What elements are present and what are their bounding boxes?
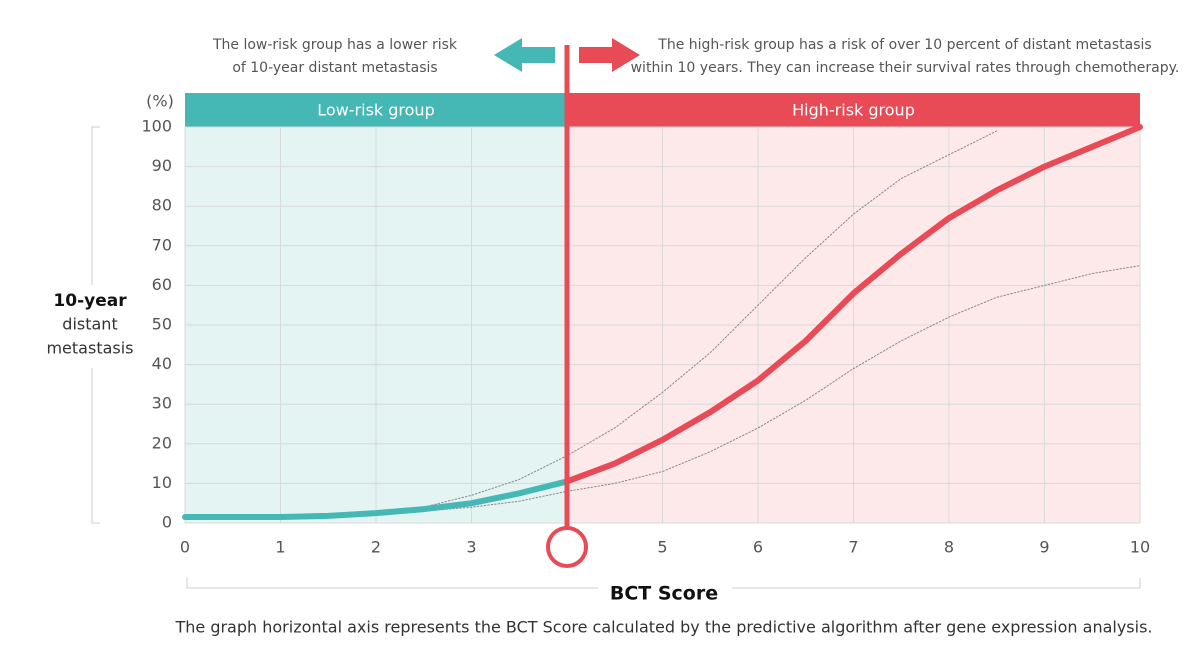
y-tick-label: 70 [152, 235, 172, 254]
annotation: of 10-year distant metastasis [232, 60, 437, 76]
y-tick-label: 60 [152, 275, 172, 294]
annotation: The low-risk group has a lower risk [212, 37, 458, 53]
group-label: Low-risk group [317, 101, 434, 120]
y-tick-label: 10 [152, 473, 172, 492]
x-tick-label: 9 [1039, 538, 1049, 557]
y-tick-label: 100 [141, 117, 172, 136]
high-risk-header [567, 93, 1140, 127]
bound-line [375, 130, 998, 514]
y-axis-title: metastasis [46, 339, 133, 358]
risk-curve [182, 478, 570, 521]
bound-line [375, 265, 1141, 514]
x-tick-label: 6 [753, 538, 763, 557]
risk-curve [564, 124, 1143, 485]
y-tick-label: 90 [152, 156, 172, 175]
y-tick-label: 40 [152, 354, 172, 373]
y-tick-label: 20 [152, 433, 172, 452]
arrow-left [494, 38, 555, 72]
x-axis-title: BCT Score [610, 583, 718, 605]
x-tick-label: 8 [944, 538, 954, 557]
low-risk-header [185, 93, 567, 127]
y-axis-title: 10-year [53, 291, 127, 311]
y-unit: (%) [146, 92, 174, 111]
x-tick-label: 2 [371, 538, 381, 557]
y-tick-label: 0 [162, 513, 172, 532]
y-tick-label: 30 [152, 394, 172, 413]
annotation: The high-risk group has a risk of over 1… [657, 37, 1151, 53]
x-tick-label: 10 [1130, 538, 1150, 557]
x-tick-label: 0 [180, 538, 190, 557]
x-tick-label: 3 [466, 538, 476, 557]
threshold-marker [546, 526, 588, 568]
y-tick-label: 50 [152, 315, 172, 334]
x-tick-label: 5 [657, 538, 667, 557]
group-label: High-risk group [792, 101, 915, 120]
caption: The graph horizontal axis represents the… [174, 618, 1152, 637]
y-axis-title: distant [62, 315, 117, 334]
x-tick-label: 7 [848, 538, 858, 557]
brackets [91, 126, 1141, 589]
arrow-right [579, 38, 640, 72]
y-tick-label: 80 [152, 196, 172, 215]
annotation: within 10 years. They can increase their… [631, 60, 1180, 76]
x-tick-label: 1 [275, 538, 285, 557]
